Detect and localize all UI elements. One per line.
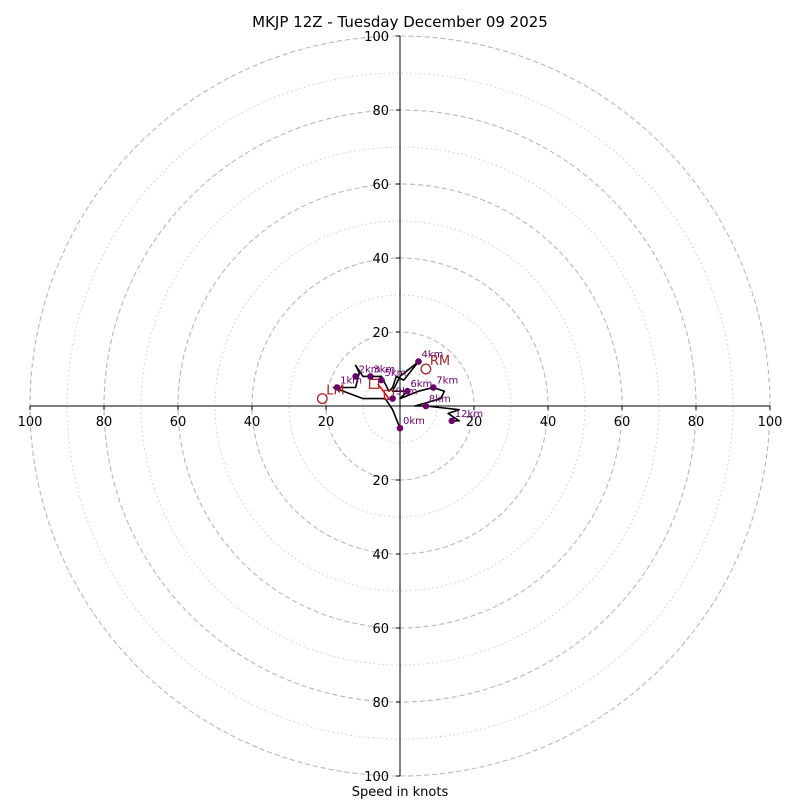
x-tick-label: 20	[466, 415, 483, 430]
height-marker-point	[448, 417, 456, 425]
height-marker-label: 0km	[403, 416, 425, 427]
height-marker-label: 2km	[359, 364, 381, 375]
height-marker-point	[396, 424, 404, 432]
height-marker-point	[422, 402, 430, 410]
x-tick-label: 40	[244, 415, 261, 430]
critical-angle-line	[377, 383, 390, 400]
height-marker-label: 3km	[373, 364, 395, 375]
x-tick-label: 100	[758, 415, 783, 430]
height-marker-point	[389, 395, 396, 402]
height-marker-label: 6km	[410, 379, 432, 390]
x-tick-label: 80	[688, 415, 705, 430]
tick-label-group: 100 80 60 40 20 20 40 60 80 100 100 80 60 40 20 20 40 60 8…	[18, 30, 783, 785]
height-marker-point	[415, 358, 422, 365]
height-marker-label: 4km	[422, 350, 444, 361]
y-tick-label: 80	[372, 104, 389, 119]
x-axis-label: Speed in knots	[352, 785, 449, 800]
height-marker-point	[404, 387, 411, 395]
height-marker-point	[430, 384, 437, 391]
height-marker-label: 7km	[436, 376, 458, 387]
x-tick-label: 20	[318, 415, 335, 430]
y-tick-label: 20	[372, 474, 389, 489]
y-tick-label: 40	[372, 252, 389, 267]
x-tick-label: 60	[170, 415, 187, 430]
height-marker-label: 9km	[396, 387, 418, 398]
x-tick-label: 80	[96, 415, 113, 430]
x-tick-label: 60	[614, 415, 631, 430]
height-marker-point	[378, 376, 385, 384]
chart-title: MKJP 12Z - Tuesday December 09 2025	[252, 13, 548, 31]
x-tick-label: 100	[18, 415, 43, 430]
height-marker-label: 5km	[385, 368, 407, 379]
storm-motion-label: RM	[430, 354, 450, 369]
height-marker-label: 1km	[340, 376, 362, 387]
y-tick-label: 60	[372, 622, 389, 637]
y-tick-label: 20	[372, 326, 389, 341]
height-marker-label: 12km	[455, 409, 483, 420]
y-tick-label: 100	[364, 30, 389, 45]
y-tick-label: 60	[372, 178, 389, 193]
height-marker-label: 8km	[429, 394, 451, 405]
storm-motion-marker	[420, 363, 432, 375]
axes-group	[30, 36, 770, 776]
y-tick-label: 40	[372, 548, 389, 563]
height-marker-point	[333, 384, 341, 391]
height-marker-point	[352, 373, 359, 380]
storm-motion-marker	[316, 393, 328, 405]
x-tick-label: 40	[540, 415, 557, 430]
height-marker-point	[367, 373, 374, 380]
mean-wind-square-marker	[368, 378, 380, 389]
mean-wind-square-marker	[383, 389, 395, 401]
hodograph-trace-group	[332, 360, 461, 429]
y-tick-label: 80	[372, 696, 389, 711]
hodograph-trace	[332, 360, 461, 429]
y-tick-label: 100	[364, 770, 389, 785]
